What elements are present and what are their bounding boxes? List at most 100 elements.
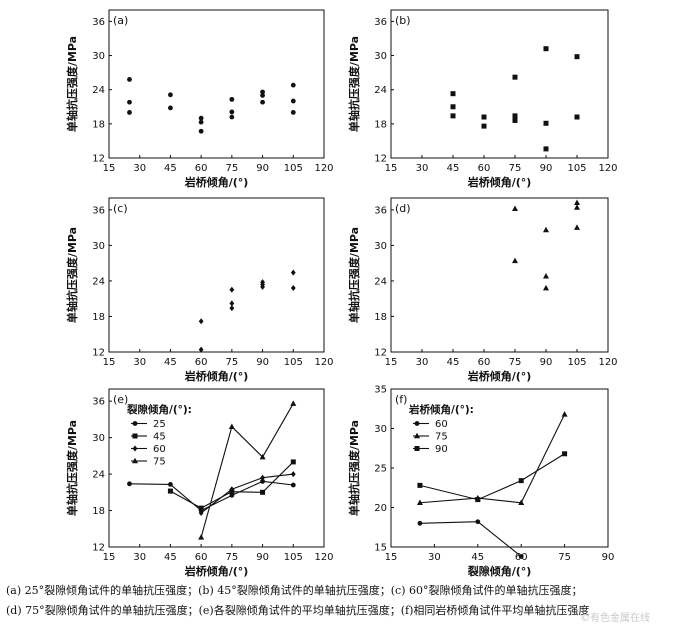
x-axis-title: 岩桥倾角/(°) <box>184 369 249 383</box>
x-tick-label: 90 <box>602 552 615 563</box>
x-tick-label: 15 <box>385 357 398 368</box>
plot-frame <box>108 9 325 159</box>
data-point <box>229 109 235 115</box>
data-point <box>481 114 487 120</box>
legend-title: 岩桥倾角/(°): <box>408 403 474 416</box>
panel-label: (e) <box>113 393 128 406</box>
x-tick-label: 75 <box>509 163 522 174</box>
series-line-90 <box>419 453 565 501</box>
legend-marker <box>132 433 138 439</box>
x-axis-title: 岩桥倾角/(°) <box>184 564 249 578</box>
series-line-75 <box>419 414 566 504</box>
data-point <box>512 74 518 80</box>
y-axis-title: 单轴抗压强度/MPa <box>65 36 79 132</box>
legend-marker <box>414 446 420 451</box>
series-point-75 <box>416 499 423 506</box>
series-point-45 <box>260 489 266 495</box>
series-point-25 <box>127 481 132 487</box>
x-tick-label: 30 <box>416 357 429 368</box>
y-tick-label: 30 <box>374 51 387 62</box>
data-point <box>543 226 549 233</box>
series-point-75 <box>290 400 297 406</box>
series-line-60 <box>200 473 294 514</box>
data-point <box>229 96 235 102</box>
data-point <box>290 285 296 292</box>
data-point <box>127 110 132 115</box>
series-point-90 <box>475 497 481 503</box>
y-tick-label: 35 <box>374 385 387 396</box>
data-point <box>260 283 265 290</box>
x-tick-label: 120 <box>314 163 333 174</box>
x-tick-label: 60 <box>195 552 208 563</box>
y-tick-label: 30 <box>92 51 105 62</box>
data-point <box>450 113 456 119</box>
data-point <box>574 224 580 230</box>
data-point <box>198 346 204 353</box>
x-tick-label: 105 <box>284 163 303 174</box>
legend-entry-75: 75 <box>153 457 166 468</box>
chart-panel-f: 1530456075901520253035(f)裂隙倾角/(°)单轴抗压强度/… <box>347 385 614 579</box>
x-tick-label: 45 <box>164 357 177 368</box>
x-tick-label: 45 <box>447 357 460 368</box>
series-point-25 <box>290 482 296 488</box>
data-point <box>543 284 549 291</box>
legend-marker <box>132 421 138 426</box>
x-tick-label: 15 <box>103 163 116 174</box>
y-tick-label: 20 <box>374 503 387 514</box>
data-point <box>512 257 518 264</box>
watermark: ©有色金属在线 <box>580 613 650 624</box>
data-point <box>512 205 518 211</box>
data-point <box>260 99 265 105</box>
legend-entry-45: 45 <box>153 432 166 443</box>
x-tick-label: 105 <box>567 357 586 368</box>
legend-entry-60: 60 <box>153 444 166 455</box>
y-tick-label: 18 <box>92 312 105 323</box>
series-point-90 <box>518 478 524 484</box>
y-tick-label: 12 <box>92 154 105 165</box>
y-tick-label: 18 <box>92 506 105 517</box>
panel-label: (f) <box>395 393 407 406</box>
x-tick-label: 30 <box>428 552 441 563</box>
panel-label: (a) <box>113 14 128 27</box>
data-point <box>127 99 132 105</box>
data-point <box>543 272 549 279</box>
x-tick-label: 45 <box>164 552 177 563</box>
legend-entry-90: 90 <box>435 444 448 455</box>
y-tick-label: 30 <box>92 241 105 252</box>
x-tick-label: 60 <box>195 357 208 368</box>
y-tick-label: 30 <box>92 433 105 444</box>
legend-marker <box>132 445 138 452</box>
plot-frame <box>108 388 325 548</box>
legend-entry-60: 60 <box>435 419 448 430</box>
data-point <box>168 92 173 98</box>
panel-label: (b) <box>395 14 411 27</box>
data-point <box>574 199 580 206</box>
data-point <box>229 286 235 293</box>
data-point <box>512 113 518 119</box>
y-tick-label: 24 <box>92 85 105 96</box>
x-axis-title: 岩桥倾角/(°) <box>467 369 532 383</box>
data-point <box>290 98 296 104</box>
data-point <box>543 146 549 152</box>
y-tick-label: 12 <box>92 348 105 359</box>
series-point-60 <box>417 520 423 526</box>
x-tick-label: 45 <box>164 163 177 174</box>
chart-panel-d: 15 30 45 60 75 90 105 120 12 18 24 30 36 (d) 岩桥倾角/(°) 单… <box>347 197 618 383</box>
x-tick-label: 90 <box>256 357 269 368</box>
legend-entry-75: 75 <box>435 432 448 443</box>
series-point-60 <box>260 474 265 481</box>
data-point <box>543 46 549 52</box>
legend-marker <box>132 457 138 464</box>
x-tick-label: 75 <box>225 163 238 174</box>
x-tick-label: 105 <box>567 163 586 174</box>
x-tick-label: 30 <box>133 552 146 563</box>
series-point-90 <box>417 482 423 488</box>
y-tick-label: 12 <box>374 348 387 359</box>
x-tick-label: 30 <box>416 163 429 174</box>
series-point-75 <box>561 411 568 417</box>
x-tick-label: 90 <box>256 163 269 174</box>
x-tick-label: 15 <box>103 357 116 368</box>
data-point <box>260 92 265 98</box>
